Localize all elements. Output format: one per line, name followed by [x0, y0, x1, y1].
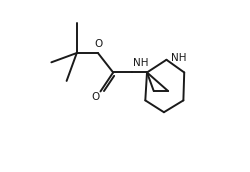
Text: O: O: [95, 39, 103, 49]
Text: O: O: [92, 92, 100, 102]
Text: NH: NH: [134, 58, 149, 68]
Text: NH: NH: [171, 53, 186, 63]
